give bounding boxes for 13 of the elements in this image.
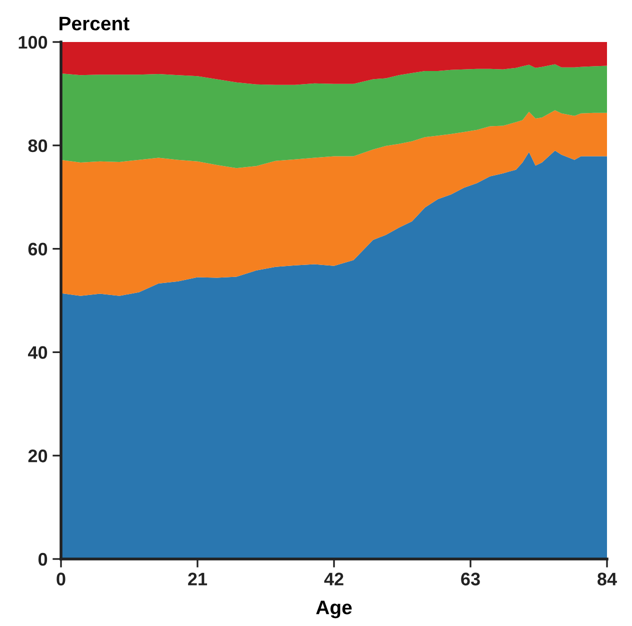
y-tick-label: 100 xyxy=(18,36,48,49)
y-tick-label: 20 xyxy=(28,450,48,462)
x-tick-label: 0 xyxy=(56,572,66,586)
x-tick-label: 21 xyxy=(188,572,208,586)
y-axis-title: Percent xyxy=(60,16,130,30)
x-tick-label: 42 xyxy=(324,572,344,586)
x-tick-label: 84 xyxy=(598,572,617,586)
x-axis-title: Age xyxy=(316,600,352,618)
y-tick-label: 60 xyxy=(28,242,48,256)
y-tick-label: 80 xyxy=(28,139,48,152)
y-tick-label: 40 xyxy=(28,346,48,359)
y-tick-label: 0 xyxy=(38,552,48,566)
x-tick-label: 63 xyxy=(461,572,480,586)
